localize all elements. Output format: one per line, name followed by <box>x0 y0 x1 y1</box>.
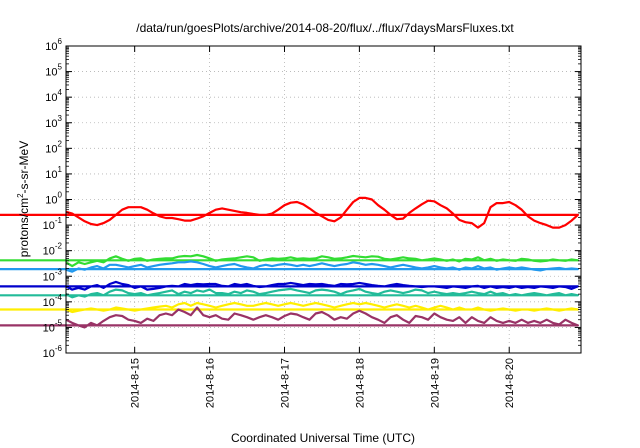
y-axis-label-main: protons/cm <box>17 198 31 257</box>
y-tick-base: 10 <box>45 143 57 155</box>
plot-frame <box>65 45 582 354</box>
x-tick-label: 2014-8-18 <box>354 358 366 408</box>
y-tick-exponent: 6 <box>58 37 63 46</box>
y-tick-label: 10-5 <box>43 318 63 334</box>
y-tick-label: 100 <box>45 191 62 207</box>
y-tick-base: 10 <box>45 41 57 53</box>
series-line-4 <box>0 280 580 291</box>
x-tick-label: 2014-8-15 <box>130 358 142 408</box>
y-tick-exponent: -2 <box>55 242 63 251</box>
y-axis-label-unit: -s-sr-MeV <box>17 141 31 194</box>
y-tick-exponent: 0 <box>58 191 63 200</box>
y-tick-label: 104 <box>45 88 62 104</box>
y-tick-label: 102 <box>45 139 62 155</box>
y-tick-label: 105 <box>45 63 62 79</box>
x-tick-labels: 2014-8-15 2014-8-16 2014-8-17 2014-8-18 2014… <box>130 358 517 408</box>
series-line-1 <box>0 196 580 229</box>
series-line-3 <box>0 260 580 273</box>
x-axis-label: Coordinated Universal Time (UTC) <box>231 431 415 445</box>
y-axis-label: protons/cm2-s-sr-MeV <box>16 141 31 257</box>
y-tick-exponent: 1 <box>58 165 63 174</box>
series-group <box>0 196 580 329</box>
y-tick-base: 10 <box>45 67 57 79</box>
series-line-2 <box>0 253 580 268</box>
y-tick-base: 10 <box>43 322 55 334</box>
y-tick-exponent: 2 <box>58 139 63 148</box>
series-line-6 <box>0 301 580 314</box>
y-tick-exponent: -6 <box>55 344 63 353</box>
y-tick-base: 10 <box>43 271 55 283</box>
y-tick-label: 10-4 <box>43 293 63 309</box>
series-line-5 <box>0 287 580 299</box>
y-tick-label: 10-6 <box>43 344 63 360</box>
series-line-7 <box>0 306 580 329</box>
x-tick-label: 2014-8-20 <box>504 358 516 408</box>
y-tick-exponent: 4 <box>58 88 63 97</box>
y-tick-label: 10-3 <box>43 267 63 283</box>
y-tick-base: 10 <box>43 220 55 232</box>
y-tick-base: 10 <box>45 169 57 181</box>
y-tick-base: 10 <box>43 297 55 309</box>
y-tick-exponent: 5 <box>58 63 63 72</box>
y-tick-label: 101 <box>45 165 62 181</box>
y-tick-label: 106 <box>45 37 62 53</box>
gridlines <box>66 46 581 353</box>
x-tick-label: 2014-8-19 <box>429 358 441 408</box>
y-tick-exponent: -5 <box>55 318 63 327</box>
y-tick-exponent: -3 <box>55 267 63 276</box>
y-tick-exponent: 3 <box>58 114 63 123</box>
y-tick-exponent: -1 <box>55 216 63 225</box>
y-tick-labels: 10-610-510-410-310-210-11001011021031041… <box>43 37 63 360</box>
y-tick-exponent: -4 <box>55 293 63 302</box>
y-tick-base: 10 <box>45 92 57 104</box>
y-tick-base: 10 <box>43 246 55 258</box>
y-tick-label: 103 <box>45 114 62 130</box>
y-axis-label-superscript: 2 <box>16 193 25 198</box>
x-tick-label: 2014-8-17 <box>279 358 291 408</box>
y-tick-base: 10 <box>45 195 57 207</box>
y-tick-label: 10-1 <box>43 216 63 232</box>
y-tick-base: 10 <box>45 118 57 130</box>
y-tick-label: 10-2 <box>43 242 63 258</box>
tick-marks <box>66 45 581 354</box>
chart-title: /data/run/goesPlots/archive/2014-08-20/f… <box>136 21 514 35</box>
x-tick-label: 2014-8-16 <box>205 358 217 408</box>
y-tick-base: 10 <box>43 348 55 360</box>
